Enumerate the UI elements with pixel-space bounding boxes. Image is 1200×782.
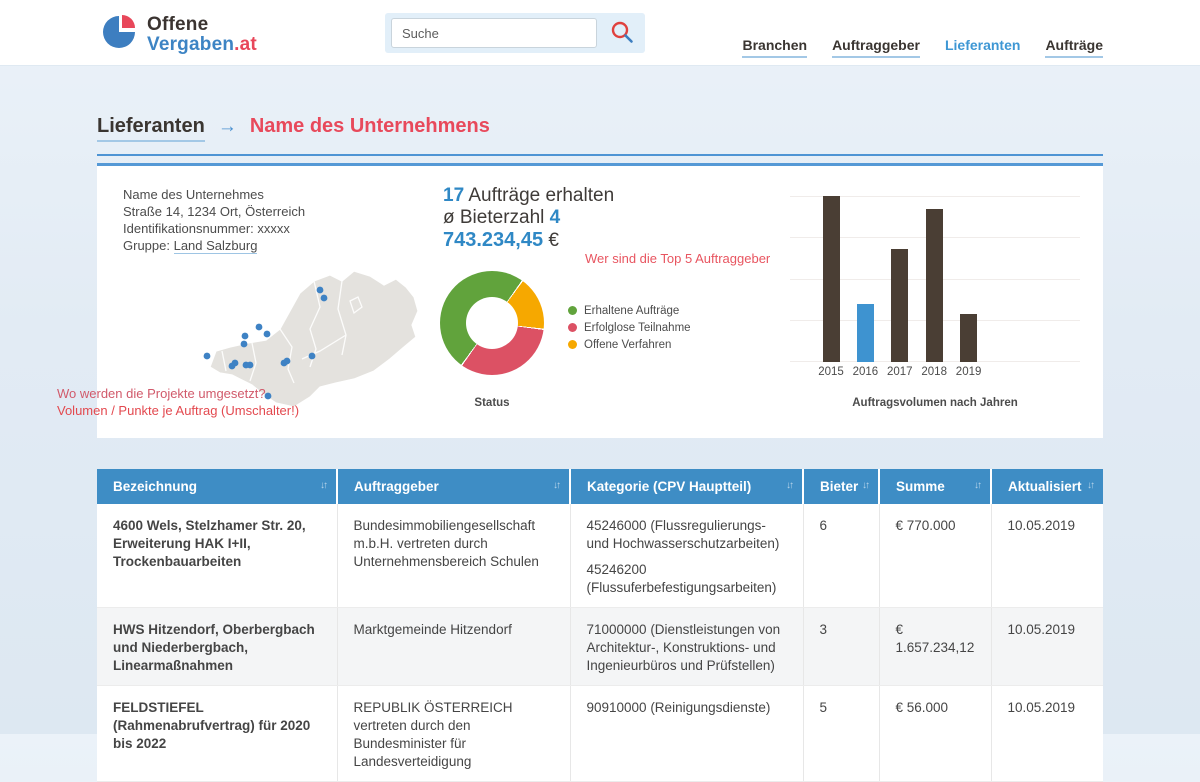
page-title: Name des Unternehmens <box>250 115 490 138</box>
supplier-stats: 17 Aufträge erhalten ø Bieterzahl 4 743.… <box>443 185 614 252</box>
cell-kategorie: 45246000 (Flussregulierungs- und Hochwas… <box>570 504 803 608</box>
bar-2016 <box>857 304 874 362</box>
cell-bieter: 3 <box>803 608 879 686</box>
nav-branchen[interactable]: Branchen <box>742 37 807 58</box>
stat-orders: 17 Aufträge erhalten <box>443 185 614 207</box>
cell-kategorie: 71000000 (Dienstleistungen von Architekt… <box>570 608 803 686</box>
legend-dot-red <box>568 323 577 332</box>
supplier-summary-card: Name des Unternehmes Straße 14, 1234 Ort… <box>97 163 1103 438</box>
column-header-auftraggeber[interactable]: Auftraggeber↓↑ <box>337 469 570 504</box>
top5-auftraggeber-link[interactable]: Wer sind die Top 5 Auftraggeber <box>585 251 770 266</box>
cell-auftraggeber: Bundesimmobiliengesellschaft m.b.H. vert… <box>337 504 570 608</box>
nav-auftraege[interactable]: Aufträge <box>1045 37 1103 58</box>
bar-axis-label: 2015 <box>814 366 848 378</box>
bar-chart-title: Auftragsvolumen nach Jahren <box>790 397 1080 409</box>
breadcrumb-arrow-icon: → <box>218 116 237 138</box>
breadcrumb-lieferanten[interactable]: Lieferanten <box>97 115 205 142</box>
orders-table: Bezeichnung↓↑ Auftraggeber↓↑ Kategorie (… <box>97 469 1103 782</box>
bar-chart-plot: 20152016201720182019 <box>790 196 1080 362</box>
main-nav: Branchen Auftraggeber Lieferanten Aufträ… <box>742 37 1103 58</box>
column-header-bieter[interactable]: Bieter↓↑ <box>803 469 879 504</box>
donut-legend: Erhaltene Aufträge Erfolglose Teilnahme … <box>568 305 691 356</box>
map-toggle-link[interactable]: Volumen / Punkte je Auftrag (Umschalter!… <box>57 403 299 418</box>
sort-icon[interactable]: ↓↑ <box>320 480 326 491</box>
map-project-dot <box>281 360 288 367</box>
supplier-name: Name des Unternehmes <box>123 186 305 203</box>
column-header-aktualisiert[interactable]: Aktualisiert↓↑ <box>991 469 1103 504</box>
stat-bidders: ø Bieterzahl 4 <box>443 207 614 229</box>
map-project-dot <box>309 353 316 360</box>
bar-axis-label: 2016 <box>848 366 882 378</box>
table-row[interactable]: HWS Hitzendorf, Oberbergbach und Niederb… <box>97 608 1103 686</box>
sort-icon[interactable]: ↓↑ <box>786 480 792 491</box>
bar-2018 <box>926 209 943 362</box>
map-project-dot <box>317 287 324 294</box>
map-project-dot <box>265 393 272 400</box>
site-header: Offene Vergaben.at Branchen Auftraggeber… <box>0 0 1200 66</box>
cell-bezeichnung: HWS Hitzendorf, Oberbergbach und Niederb… <box>97 608 337 686</box>
supplier-address: Straße 14, 1234 Ort, Österreich <box>123 203 305 220</box>
bar-axis-label: 2017 <box>883 366 917 378</box>
map-project-dot <box>204 353 211 360</box>
search-box <box>385 13 645 53</box>
bar-2015 <box>823 196 840 362</box>
map-project-dot <box>241 341 248 348</box>
breadcrumb: Lieferanten → Name des Unternehmens <box>97 115 1103 142</box>
map-project-dot <box>232 360 239 367</box>
sort-icon[interactable]: ↓↑ <box>974 480 980 491</box>
legend-dot-green <box>568 306 577 315</box>
cell-aktualisiert: 10.05.2019 <box>991 608 1103 686</box>
cell-summe: € 770.000 <box>879 504 991 608</box>
map-project-dot <box>247 362 254 369</box>
cell-aktualisiert: 10.05.2019 <box>991 504 1103 608</box>
legend-dot-orange <box>568 340 577 349</box>
legend-item-offene: Offene Verfahren <box>568 339 691 350</box>
map-project-dot <box>264 331 271 338</box>
cell-bieter: 6 <box>803 504 879 608</box>
map-project-dot <box>256 324 263 331</box>
column-header-summe[interactable]: Summe↓↑ <box>879 469 991 504</box>
cell-summe: € 1.657.234,12 <box>879 608 991 686</box>
nav-auftraggeber[interactable]: Auftraggeber <box>832 37 920 58</box>
table-row[interactable]: 4600 Wels, Stelzhamer Str. 20, Erweiteru… <box>97 504 1103 608</box>
search-input[interactable] <box>391 18 597 48</box>
bar-axis-label: 2019 <box>952 366 986 378</box>
table-header-row: Bezeichnung↓↑ Auftraggeber↓↑ Kategorie (… <box>97 469 1103 504</box>
nav-lieferanten[interactable]: Lieferanten <box>945 37 1020 58</box>
search-button[interactable] <box>607 18 637 48</box>
cell-bezeichnung: 4600 Wels, Stelzhamer Str. 20, Erweiteru… <box>97 504 337 608</box>
sort-icon[interactable]: ↓↑ <box>553 480 559 491</box>
map-question-link[interactable]: Wo werden die Projekte umgesetzt? <box>57 386 266 401</box>
bar-2017 <box>891 249 908 362</box>
breadcrumb-divider <box>97 154 1103 156</box>
cell-auftraggeber: Marktgemeinde Hitzendorf <box>337 608 570 686</box>
group-link[interactable]: Land Salzburg <box>174 238 258 254</box>
logo-text: Offene Vergaben.at <box>147 15 257 55</box>
search-icon <box>609 33 635 48</box>
supplier-group: Gruppe: Land Salzburg <box>123 237 305 254</box>
donut-title: Status <box>440 397 544 409</box>
supplier-id: Identifikationsnummer: xxxxx <box>123 220 305 237</box>
stat-total: 743.234,45 € <box>443 229 614 252</box>
sort-icon[interactable]: ↓↑ <box>862 480 868 491</box>
site-logo[interactable]: Offene Vergaben.at <box>99 12 257 57</box>
status-donut-chart <box>440 271 544 375</box>
legend-item-erhaltene: Erhaltene Aufträge <box>568 305 691 316</box>
bar-axis-label: 2018 <box>917 366 951 378</box>
bar-2019 <box>960 314 977 362</box>
column-header-bezeichnung[interactable]: Bezeichnung↓↑ <box>97 469 337 504</box>
legend-item-erfolglose: Erfolglose Teilnahme <box>568 322 691 333</box>
column-header-kategorie[interactable]: Kategorie (CPV Hauptteil)↓↑ <box>570 469 803 504</box>
map-project-dot <box>242 333 249 340</box>
logo-pie-icon <box>99 12 139 57</box>
sort-icon[interactable]: ↓↑ <box>1087 480 1093 491</box>
supplier-info: Name des Unternehmes Straße 14, 1234 Ort… <box>123 186 305 254</box>
map-project-dot <box>321 295 328 302</box>
